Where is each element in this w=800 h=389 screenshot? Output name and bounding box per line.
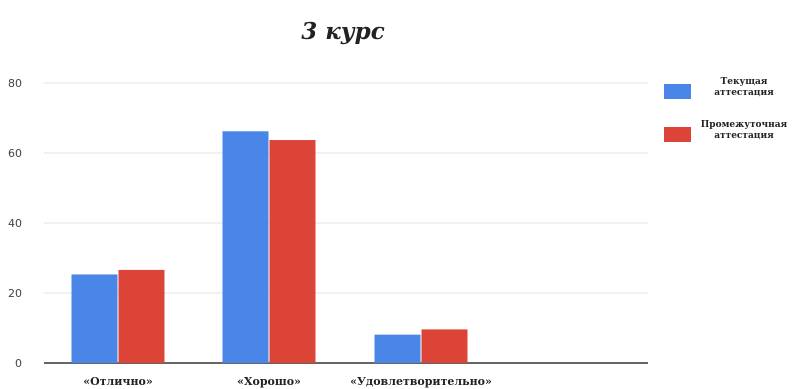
legend-swatch	[664, 84, 691, 99]
legend-label: аттестация	[714, 131, 774, 141]
x-tick-label: «Хорошо»	[237, 375, 301, 388]
chart-title: 3 курс	[301, 18, 384, 45]
bar-intermediate-0	[118, 269, 165, 363]
bar-intermediate-2	[421, 329, 468, 363]
bar-current-1	[222, 131, 269, 363]
y-tick-label: 20	[8, 287, 22, 300]
y-tick-label: 80	[8, 77, 22, 90]
y-tick-label: 60	[8, 147, 22, 160]
x-tick-label: «Удовлетворительно»	[350, 375, 492, 388]
legend-label: аттестация	[714, 88, 774, 98]
bar-current-2	[374, 334, 421, 363]
y-axis: 0 20 40 60 80	[8, 77, 22, 370]
legend-label: Текущая	[721, 77, 768, 87]
y-tick-label: 0	[15, 357, 22, 370]
bar-current-0	[71, 274, 118, 363]
x-tick-label: «Отлично»	[83, 375, 153, 388]
bars	[71, 131, 468, 363]
x-axis: «Отлично» «Хорошо» «Удовлетворительно»	[83, 375, 492, 388]
legend-swatch	[664, 127, 691, 142]
bar-intermediate-1	[269, 140, 316, 363]
y-tick-label: 40	[8, 217, 22, 230]
legend-label: Промежуточная	[701, 120, 788, 130]
